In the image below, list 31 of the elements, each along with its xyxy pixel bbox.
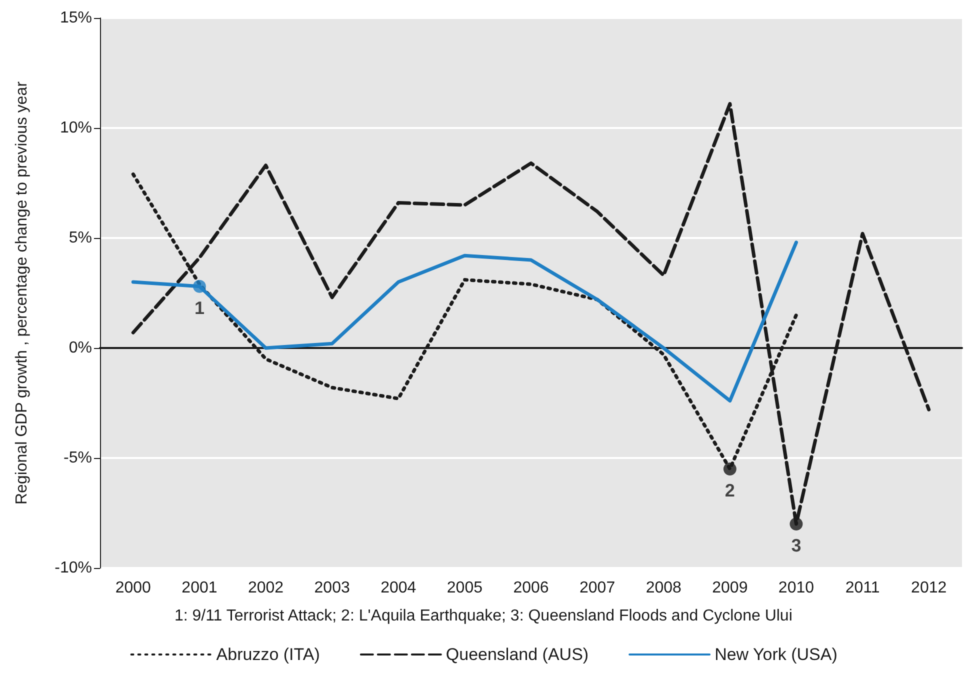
x-tick-label: 2012 (911, 580, 947, 596)
y-tick-label: -10% (54, 560, 92, 576)
x-tick-label: 2008 (646, 580, 682, 596)
x-tick-label: 2005 (446, 580, 483, 596)
x-tick-label: 2000 (115, 580, 152, 596)
text: 1: 9/11 Terrorist Attack; 2: L'Aquila Earthquake; 3: Queensland Floods and Cyclone Ului (174, 608, 792, 624)
x-tick-label: 2003 (314, 580, 350, 596)
legend-label: New York (USA) (714, 645, 838, 664)
y-tick-label: 15% (60, 10, 92, 26)
x-tick-label: 2011 (845, 580, 880, 596)
x-tick-label: 2009 (712, 580, 748, 596)
x-tick-label: 2007 (580, 580, 616, 596)
x-tick-label: 2002 (248, 580, 284, 596)
y-tick-label: 5% (68, 230, 92, 246)
y-tick-label: -5% (64, 450, 92, 466)
point (723, 462, 736, 476)
point (790, 518, 803, 530)
legend-label: Queensland (AUS) (446, 645, 589, 664)
line-series (131, 240, 798, 403)
annotation: 3 (791, 536, 802, 556)
x-tick-label: 2004 (380, 580, 416, 596)
y-tick-label: 0% (68, 340, 92, 356)
x-tick-label: 2001 (182, 580, 218, 596)
point (192, 280, 206, 293)
y-tick-label: 10% (60, 120, 92, 136)
annotation: 2 (724, 480, 735, 500)
y-axis-title: Regional GDP growth , percentage change to previous year (14, 80, 30, 505)
x-tick-label: 2006 (513, 580, 549, 596)
annotation: 1 (194, 298, 204, 318)
legend-label: Abruzzo (ITA) (216, 645, 320, 664)
x-tick-label: 2010 (778, 580, 814, 596)
